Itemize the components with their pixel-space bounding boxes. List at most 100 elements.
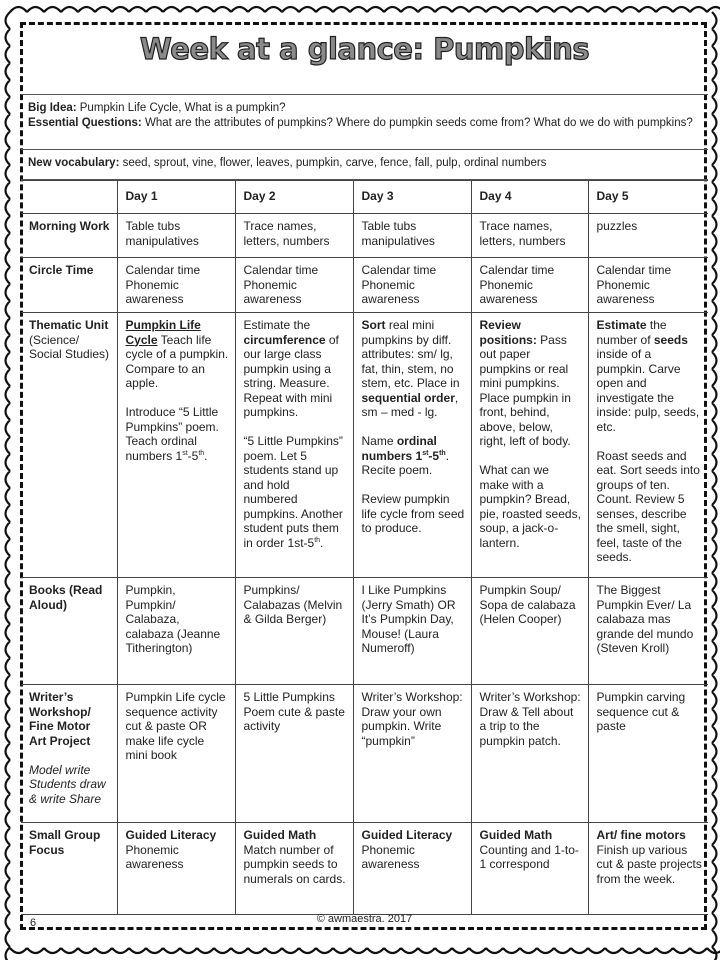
cell-day-1: Pumpkin Life cycle sequence activity cut… [116,684,236,823]
cell-paragraph: Pumpkin Life cycle sequence activity cut… [126,690,229,763]
cell-paragraph: I Like Pumpkins (Jerry Smath) OR It’s Pu… [362,583,465,656]
cell-day-5: puzzles [587,213,708,258]
text-segment: Guided Literacy [125,828,217,842]
table-row-thematic-unit: Thematic Unit (Science/ Social Studies) P… [21,312,708,578]
essential-questions-text: What are the attributes of pumpkins? Whe… [144,117,693,129]
cell-paragraph: Calendar time Phonemic awareness [126,263,229,307]
text-segment: Estimate the [243,318,311,332]
text-segment: Writer’s Workshop/ Fine Motor Art Projec… [29,690,91,748]
essential-questions-label: Essential Questions: [28,117,142,129]
cell-day-5: Estimate the number of seeds inside of a… [587,312,708,578]
cell-day-2: Pumpkins/ Calabazas (Melvin & Gilda Berg… [234,577,354,685]
text-segment: ordinal numbers 1 [361,434,437,463]
text-segment: Trace names, letters, numbers [479,219,566,248]
title-box: Week at a glance: Pumpkins [21,23,708,95]
cell-day-5: Art/ fine motors Finish up various cut &… [587,822,708,915]
cell-paragraph: Table tubs manipulatives [362,219,465,248]
text-segment: -5 [428,448,440,463]
cell-paragraph: Thematic Unit (Science/ Social Studies) [29,318,111,362]
cell-paragraph: Calendar time Phonemic awareness [244,263,347,307]
text-segment: Thematic Unit [29,318,109,332]
cell-paragraph: Pumpkin carving sequence cut & paste [597,690,703,734]
text-segment: Teach life cycle of a pumpkin. Compare t… [125,332,229,391]
cell-day-4: Pumpkin Soup/ Sopa de calabaza (Helen Co… [470,577,589,685]
cell-paragraph: Review positions: Pass out paper pumpkin… [480,318,582,449]
cell-day-3: Calendar time Phonemic awareness [352,257,472,313]
cell-paragraph: What can we make with a pumpkin? Bread, … [480,463,582,550]
cell-paragraph: Review pumpkin life cycle from seed to p… [362,492,465,536]
text-segment: puzzles [596,219,638,233]
text-segment: Review pumpkin life cycle from seed to p… [361,492,465,535]
cell-paragraph: Trace names, letters, numbers [244,219,347,248]
text-segment: Trace names, letters, numbers [243,219,330,248]
cell-day-1: Pumpkin, Pumpkin/ Calabaza, calabaza (Je… [116,577,236,685]
text-segment: Calendar time Phonemic awareness [361,263,437,306]
cell-paragraph: Calendar time Phonemic awareness [597,263,703,307]
cell-paragraph: Circle Time [29,263,111,278]
cell-paragraph: Art/ fine motors Finish up various cut &… [597,828,703,886]
page-number: 6 [30,917,37,929]
text-segment: inside of a pumpkin. Carve open and inve… [596,347,700,434]
vocabulary-label: New vocabulary: [28,157,120,169]
vocabulary-text: seed, sprout, vine, flower, leaves, pump… [122,157,547,169]
text-segment: Roast seeds and eat. Sort seeds into gro… [596,448,700,565]
text-segment: th [439,449,446,457]
text-segment: Finish up various cut & paste projects f… [596,842,702,886]
cell-day-5: The Biggest Pumpkin Ever/ La calabaza ma… [587,577,708,685]
cell-paragraph: Morning Work [29,219,111,234]
cell-day-2: Trace names, letters, numbers [234,213,354,258]
copyright: © awmaestra. 2017 [316,913,413,925]
text-segment: Calendar time Phonemic awareness [243,263,319,306]
text-segment: Model write Students draw & write Share [29,762,106,806]
text-segment: Review positions: [479,318,537,347]
text-segment: st [182,449,188,457]
cell-paragraph: The Biggest Pumpkin Ever/ La calabaza ma… [597,583,703,656]
big-idea-label: Big Idea: [28,102,77,114]
cell-day-2: Calendar time Phonemic awareness [234,257,354,313]
text-segment: Match number of pumpkin seeds to numeral… [243,842,346,886]
text-segment: Name [361,434,397,448]
text-segment: st [422,449,429,457]
text-segment: I Like Pumpkins (Jerry Smath) OR It’s Pu… [361,583,456,655]
cell-paragraph: puzzles [597,219,703,234]
text-segment: -5 [187,448,199,463]
text-segment: What can we make with a pumpkin? Bread, … [479,463,581,550]
text-segment: Table tubs manipulatives [361,219,435,248]
week-schedule-table: Day 1 Day 2 Day 3 Day 4 Day 5 Morning Wo… [21,180,708,915]
header-day-5: Day 5 [587,180,708,214]
text-segment: Phonemic awareness [125,842,184,872]
header-day-1: Day 1 [116,180,236,214]
cell-paragraph: Guided Literacy Phonemic awareness [362,828,465,872]
cell-paragraph: Name ordinal numbers 1st-5th. Recite poe… [362,434,465,478]
cell-paragraph: Table tubs manipulatives [126,219,229,248]
text-segment: . [204,448,208,463]
cell-paragraph: “5 Little Pumpkins” poem. Let 5 students… [244,434,347,550]
text-segment: Writer’s Workshop: Draw & Tell about a t… [479,690,581,748]
cell-paragraph: Introduce “5 Little Pumpkins” poem. Teac… [126,405,229,463]
text-segment: . Recite poem. [361,448,450,478]
cell-paragraph: Trace names, letters, numbers [480,219,582,248]
cell-paragraph: Guided Math Counting and 1-to-1 correspo… [480,828,582,872]
cell-day-5: Calendar time Phonemic awareness [587,257,708,313]
cell-paragraph: Guided Literacy Phonemic awareness [126,828,229,872]
cell-paragraph: Writer’s Workshop: Draw & Tell about a t… [480,690,582,748]
vocabulary-section: New vocabulary: seed, sprout, vine, flow… [21,150,708,180]
footer: 6 © awmaestra. 2017 [21,912,708,930]
text-segment: “5 Little Pumpkins” poem. Let 5 students… [243,434,343,550]
row-label: Books (Read Aloud) [21,577,118,685]
cell-paragraph: Pumpkin Life Cycle Teach life cycle of a… [126,318,229,391]
text-segment: Circle Time [29,263,94,277]
row-label: Thematic Unit (Science/ Social Studies) [21,312,118,578]
cell-paragraph: Small Group Focus [29,828,111,857]
text-segment: Pass out paper pumpkins or real mini pum… [479,332,571,449]
text-segment: Guided Literacy [361,828,453,842]
text-segment: , sm – med - lg. [361,390,459,420]
cell-paragraph: Estimate the number of seeds inside of a… [597,318,703,434]
text-segment: Calendar time Phonemic awareness [125,263,201,306]
cell-day-1: Pumpkin Life Cycle Teach life cycle of a… [116,312,236,578]
text-segment: Pumpkin Life cycle sequence activity cut… [125,690,226,762]
header-day-2: Day 2 [234,180,354,214]
cell-day-1: Table tubs manipulatives [116,213,236,258]
cell-paragraph: 5 Little Pumpkins Poem cute & paste acti… [244,690,347,734]
header-day-4: Day 4 [470,180,589,214]
